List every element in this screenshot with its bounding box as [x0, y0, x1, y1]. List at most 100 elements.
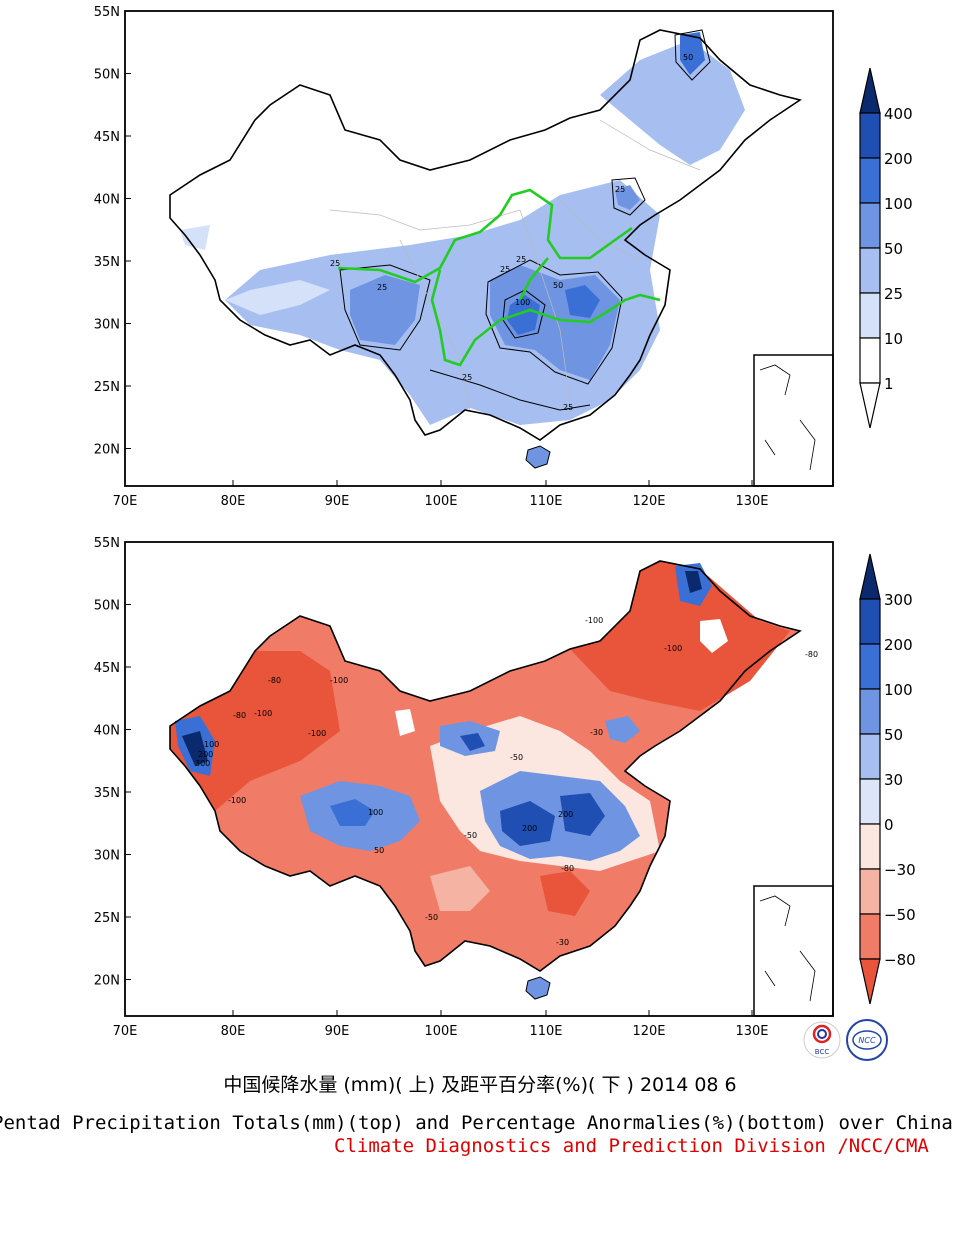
lat-tick: 30N: [94, 849, 120, 864]
precip-contours: [339, 29, 711, 411]
lon-tick: 80E: [221, 494, 246, 509]
contour-label: 25: [516, 255, 526, 264]
contour-label: -100: [254, 709, 272, 718]
lon-tick: 110E: [529, 494, 562, 509]
colorbar-segment: [859, 157, 881, 204]
lat-tick: 50N: [94, 68, 120, 83]
legend-level: 100: [884, 195, 913, 213]
contour-label: -30: [556, 938, 569, 947]
province-borders: [329, 119, 701, 411]
contour-label: 25: [500, 265, 510, 274]
legend-level: −50: [884, 906, 916, 924]
lon-tick: 120E: [632, 1024, 665, 1039]
legend-level: −80: [884, 951, 916, 969]
contour-label: -100: [330, 676, 348, 685]
legend-level: 200: [884, 150, 913, 168]
lat-tick: 40N: [94, 193, 120, 208]
contour-label: -80: [805, 650, 818, 659]
contour-label: 200: [198, 750, 213, 759]
contour-label: -30: [590, 728, 603, 737]
legend-level: 100: [884, 681, 913, 699]
south-china-sea-inset: [753, 354, 834, 487]
lat-tick: 55N: [94, 5, 120, 20]
colorbar-segment: [859, 382, 881, 429]
precip-contour-labels: 25 25 25 100 50 25 25 25 50 25: [330, 53, 693, 412]
legend-level: 50: [884, 726, 903, 744]
contour-label: 25: [563, 403, 573, 412]
lat-tick: 30N: [94, 318, 120, 333]
contour-label: 300: [195, 759, 210, 768]
contour-label: -50: [510, 753, 523, 762]
legend-level: 10: [884, 330, 903, 348]
contour-label: 100: [515, 298, 530, 307]
contour-label: -80: [268, 676, 281, 685]
south-china-sea-inset: [753, 885, 834, 1017]
colorbar-segment: [859, 733, 881, 780]
colorbar-segment: [859, 868, 881, 915]
contour-label: -50: [425, 913, 438, 922]
lon-tick: 90E: [325, 494, 350, 509]
contour-label: 25: [330, 259, 340, 268]
colorbar-segment: [859, 643, 881, 690]
lon-axis-top: 70E 80E 90E 100E 110E 120E 130E: [113, 480, 769, 509]
contour-label: 50: [553, 281, 563, 290]
colorbar-segment: [859, 688, 881, 735]
lon-tick: 90E: [325, 1024, 350, 1039]
contour-label: 25: [615, 185, 625, 194]
legend-level: 50: [884, 240, 903, 258]
legend-level: 0: [884, 816, 894, 834]
contour-label: 25: [462, 373, 472, 382]
colorbar-segment: [859, 913, 881, 960]
lon-tick: 100E: [424, 494, 457, 509]
anomaly-contour-labels: -100 -80 -100 -80 -100 -100 -100 -80 -10…: [195, 616, 818, 947]
lat-tick: 35N: [94, 786, 120, 801]
colorbar-segment: [859, 247, 881, 294]
lon-tick: 130E: [735, 1024, 768, 1039]
lat-tick: 50N: [94, 599, 120, 614]
colorbar-segment: [859, 337, 881, 384]
lon-tick: 100E: [424, 1024, 457, 1039]
contour-label: -100: [585, 616, 603, 625]
river-lines: [337, 188, 661, 367]
contour-label: -100: [228, 796, 246, 805]
contour-label: -100: [308, 729, 326, 738]
colorbar-segment: [859, 202, 881, 249]
legend-level: 300: [884, 591, 913, 609]
contour-label: 50: [374, 846, 384, 855]
bcc-logo: BCC: [803, 1021, 841, 1059]
lat-tick: 25N: [94, 380, 120, 395]
contour-label: 200: [522, 824, 537, 833]
lat-tick: 45N: [94, 661, 120, 676]
lat-tick: 20N: [94, 974, 120, 989]
contour-label: 200: [558, 810, 573, 819]
anomaly-colorbar: 300 200 100 50 30 0 −30 −50 −80: [859, 553, 916, 1005]
ncc-logo: NCC: [846, 1019, 888, 1061]
lon-tick: 120E: [632, 494, 665, 509]
lat-tick: 25N: [94, 911, 120, 926]
colorbar-segment: [859, 112, 881, 159]
lat-tick: 55N: [94, 536, 120, 551]
colorbar-segment: [859, 778, 881, 825]
legend-level: 30: [884, 771, 903, 789]
lat-tick: 45N: [94, 130, 120, 145]
lon-tick: 110E: [529, 1024, 562, 1039]
lon-tick: 80E: [221, 1024, 246, 1039]
legend-level: 25: [884, 285, 903, 303]
legend-level: −30: [884, 861, 916, 879]
caption-chinese: 中国候降水量 (mm)( 上) 及距平百分率(%)( 下 ) 2014 08 6: [223, 1074, 737, 1096]
lon-axis-bottom: 70E 80E 90E 100E 110E 120E 130E: [113, 1010, 769, 1039]
contour-label: -50: [464, 831, 477, 840]
logo-text: NCC: [858, 1036, 876, 1045]
legend-level: 200: [884, 636, 913, 654]
lat-tick: 20N: [94, 443, 120, 458]
colorbar-segment: [859, 958, 881, 1005]
colorbar-segment: [859, 292, 881, 339]
legend-level: 1: [884, 375, 894, 393]
lon-tick: 70E: [113, 494, 138, 509]
lon-tick: 130E: [735, 494, 768, 509]
colorbar-segment: [859, 553, 881, 600]
lat-axis-top: 55N 50N 45N 40N 35N 30N 25N 20N: [94, 5, 131, 458]
caption-english: Pentad Precipitation Totals(mm)(top) and…: [0, 1112, 953, 1134]
contour-label: 50: [683, 53, 693, 62]
